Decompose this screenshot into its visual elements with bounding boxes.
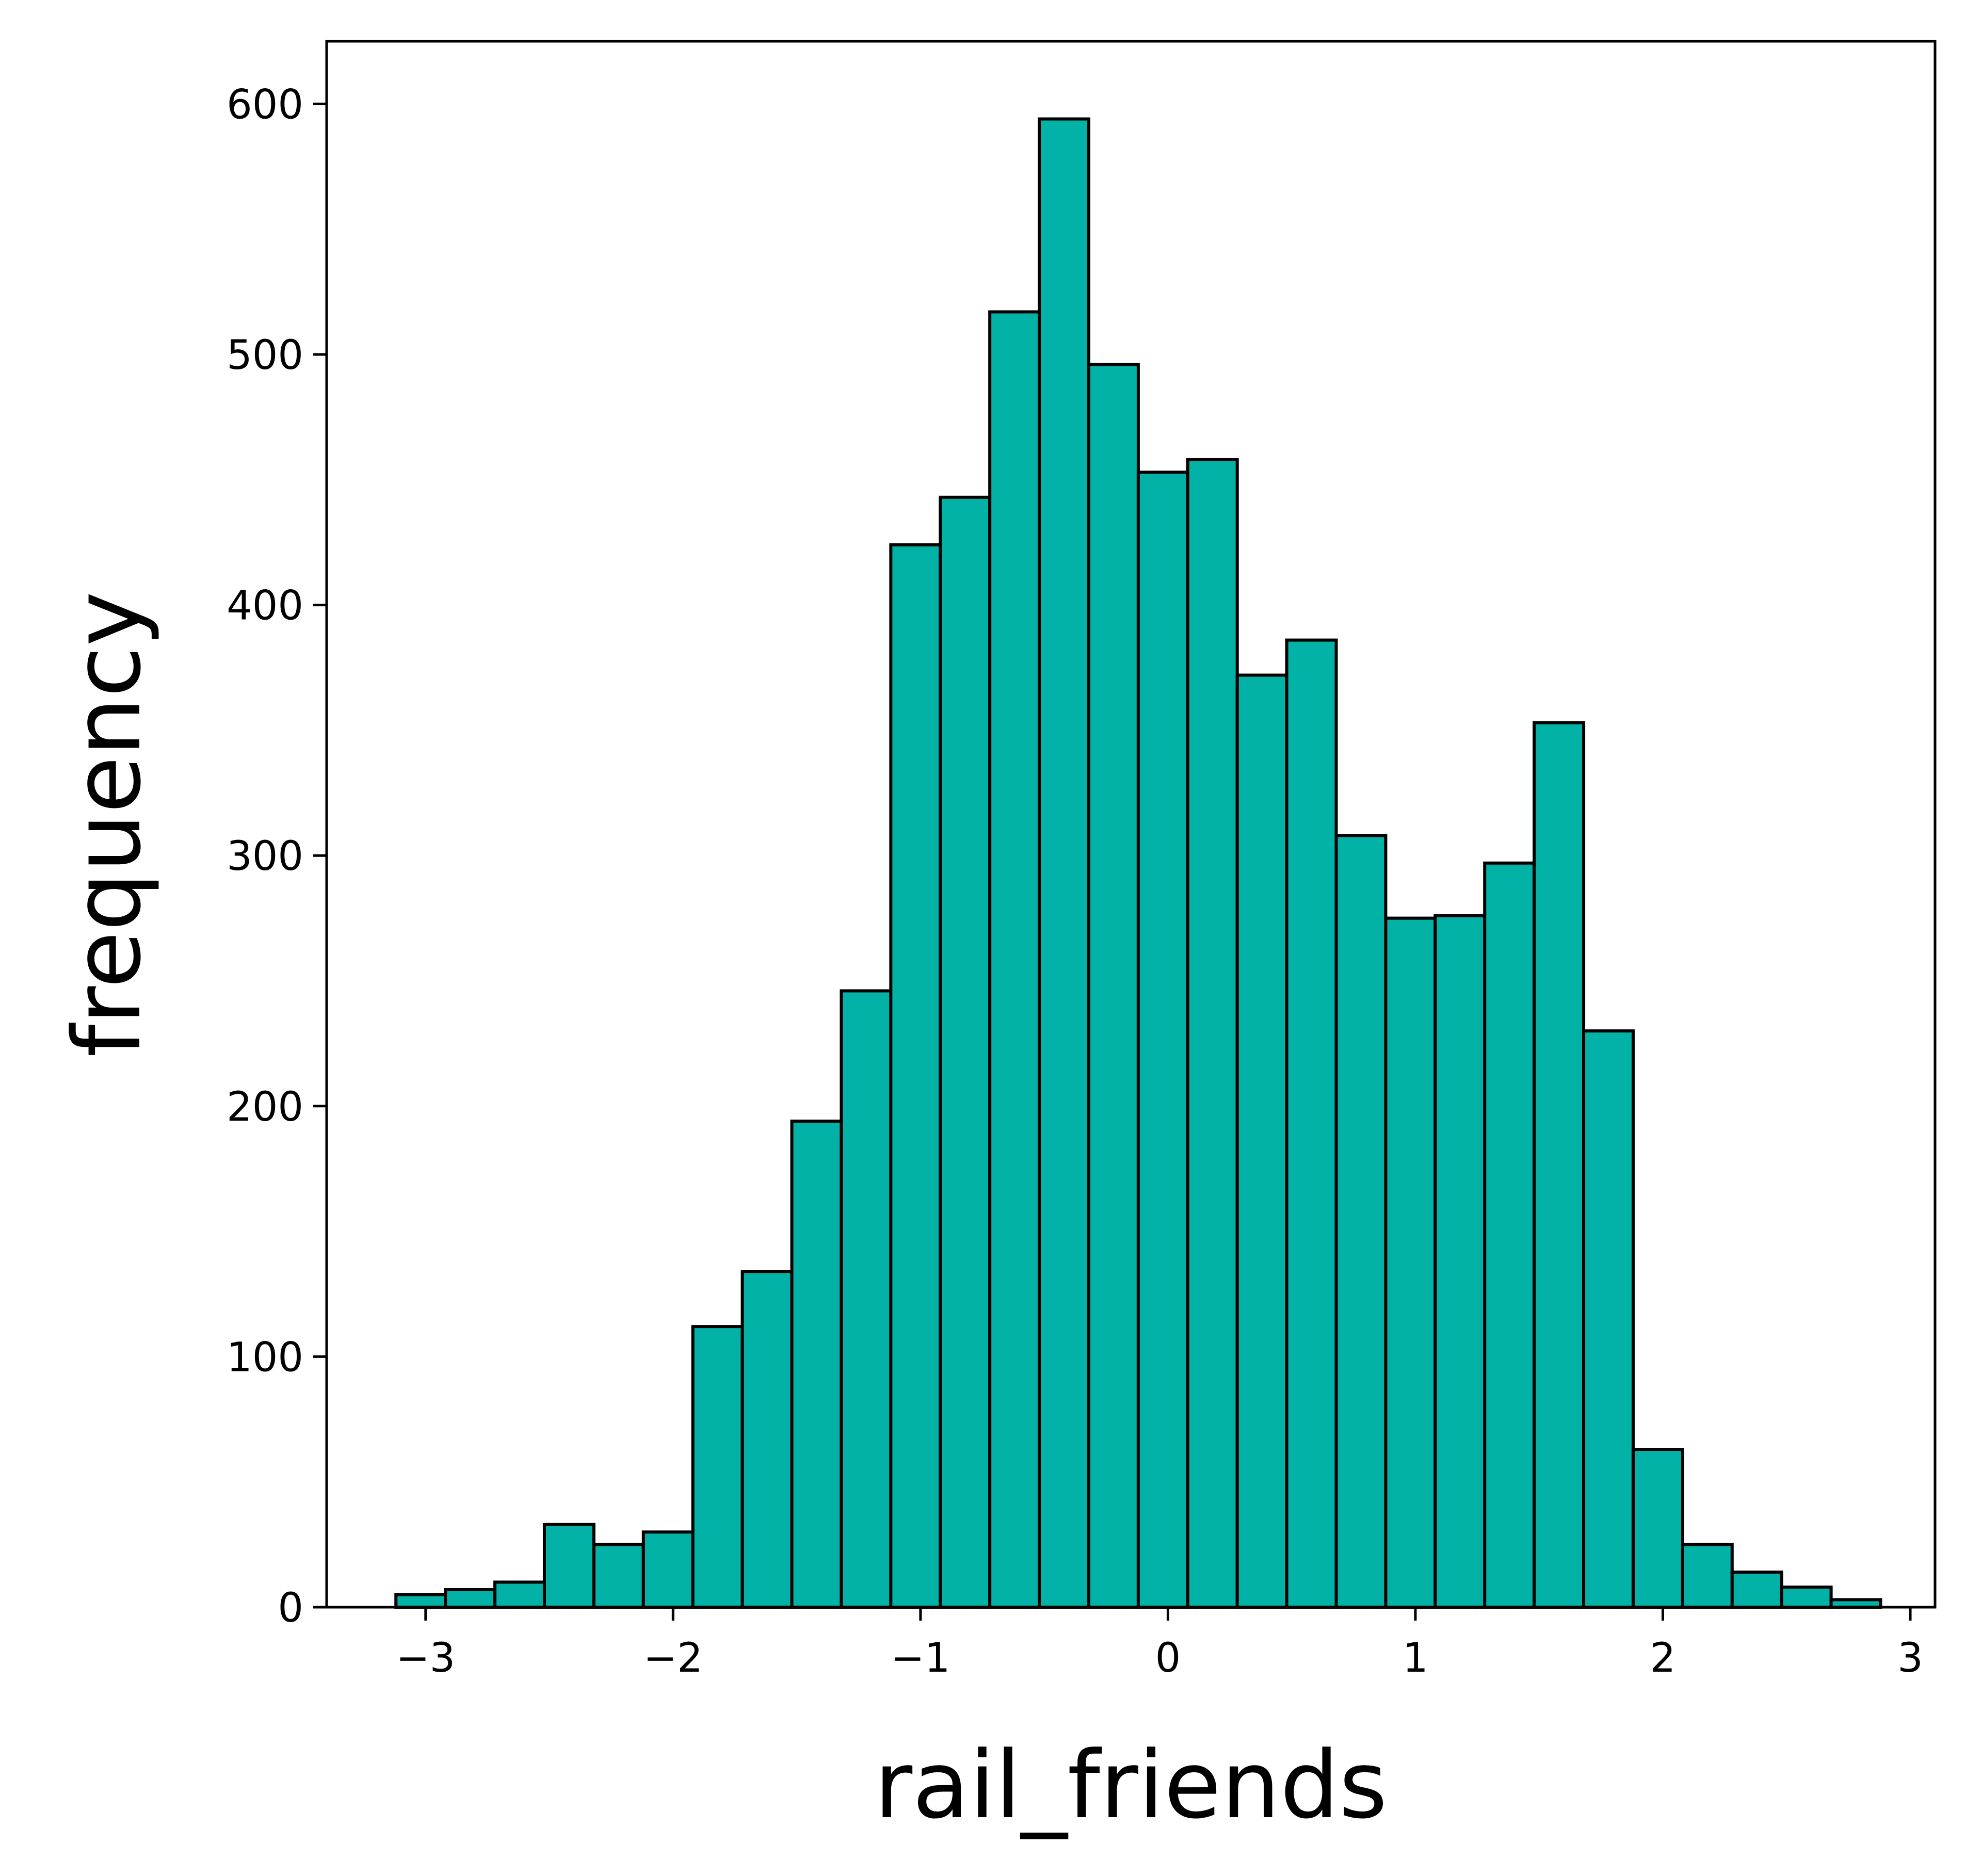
histogram-bar [1780, 1586, 1833, 1609]
histogram-bar [939, 495, 992, 1609]
y-tick-label: 400 [227, 583, 303, 629]
histogram-bar [493, 1580, 546, 1609]
histogram-bar [691, 1325, 744, 1609]
histogram-bar [444, 1588, 497, 1609]
histogram-bar [1582, 1029, 1635, 1609]
histogram-bar [1681, 1543, 1734, 1609]
histogram-bar [1730, 1571, 1783, 1609]
histogram-bar [1384, 916, 1437, 1609]
y-tick-label: 0 [278, 1585, 303, 1631]
y-tick-label: 300 [227, 833, 303, 880]
y-tick-label: 500 [227, 332, 303, 379]
x-tick-label: 1 [1403, 1635, 1428, 1681]
histogram-bar [1136, 471, 1189, 1609]
y-tick-label: 100 [227, 1334, 303, 1381]
x-tick-label: 2 [1650, 1635, 1676, 1681]
x-tick-label: 0 [1155, 1635, 1181, 1681]
histogram-bar [790, 1119, 843, 1609]
histogram-bar [394, 1593, 447, 1609]
x-tick-label: −1 [891, 1635, 950, 1681]
x-tick-label: 3 [1897, 1635, 1923, 1681]
histogram-bar [1285, 638, 1338, 1609]
histogram-bar [1235, 673, 1288, 1609]
histogram-bar [1038, 117, 1090, 1609]
y-tick-label: 600 [227, 82, 303, 128]
histogram-bar [1433, 914, 1487, 1609]
y-axis-title: frequency [54, 591, 162, 1057]
x-tick-label: −2 [643, 1635, 703, 1681]
histogram-bar [988, 310, 1041, 1609]
histogram-bar [1334, 834, 1388, 1609]
histogram-bar [889, 543, 942, 1609]
bars-layer [394, 117, 1882, 1609]
histogram-bar [1483, 861, 1536, 1609]
histogram-bar [1533, 721, 1586, 1609]
y-axis: 0 100 200 300 400 500 600 [227, 82, 327, 1631]
histogram-bar [1087, 363, 1140, 1609]
histogram-bar [592, 1543, 645, 1609]
histogram-bar [1631, 1448, 1684, 1609]
x-axis-title: rail_friends [874, 1732, 1388, 1839]
plot-frame [325, 40, 1937, 1609]
histogram-bar [740, 1270, 794, 1609]
histogram-bar [840, 989, 893, 1609]
histogram-bar [641, 1530, 695, 1609]
histogram-bar [542, 1523, 595, 1609]
x-tick-label: −3 [396, 1635, 455, 1681]
y-tick-label: 200 [227, 1084, 303, 1130]
x-axis: −3 −2 −1 0 1 2 3 [396, 1607, 1923, 1681]
histogram-bar [1186, 458, 1239, 1609]
